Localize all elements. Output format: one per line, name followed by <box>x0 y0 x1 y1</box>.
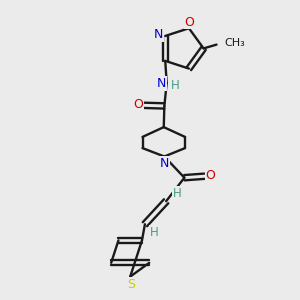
Text: CH₃: CH₃ <box>224 38 245 47</box>
Text: N: N <box>154 28 164 41</box>
Text: O: O <box>206 169 215 182</box>
Text: H: H <box>173 187 182 200</box>
Text: O: O <box>184 16 194 29</box>
Text: H: H <box>171 79 179 92</box>
Text: S: S <box>127 278 135 291</box>
Text: H: H <box>149 226 158 239</box>
Text: O: O <box>134 98 143 111</box>
Text: N: N <box>160 157 169 170</box>
Text: N: N <box>157 77 166 90</box>
